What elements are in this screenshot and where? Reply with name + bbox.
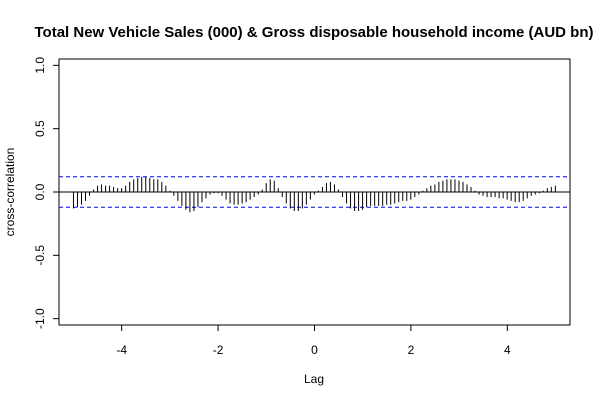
y-tick-label: 1.0 (33, 57, 47, 74)
y-axis-label: cross-correlation (3, 148, 17, 237)
y-tick-label: 0.0 (33, 183, 47, 200)
x-axis-label: Lag (304, 372, 324, 386)
chart-title: Total New Vehicle Sales (000) & Gross di… (34, 24, 593, 41)
x-tick-label: -2 (213, 343, 224, 357)
x-tick-label: 4 (504, 343, 511, 357)
y-tick-label: -0.5 (33, 245, 47, 266)
x-tick-label: 2 (408, 343, 415, 357)
y-tick-label: 0.5 (33, 120, 47, 137)
x-tick-label: 0 (311, 343, 318, 357)
y-tick-label: -1.0 (33, 308, 47, 329)
x-tick-label: -4 (116, 343, 127, 357)
